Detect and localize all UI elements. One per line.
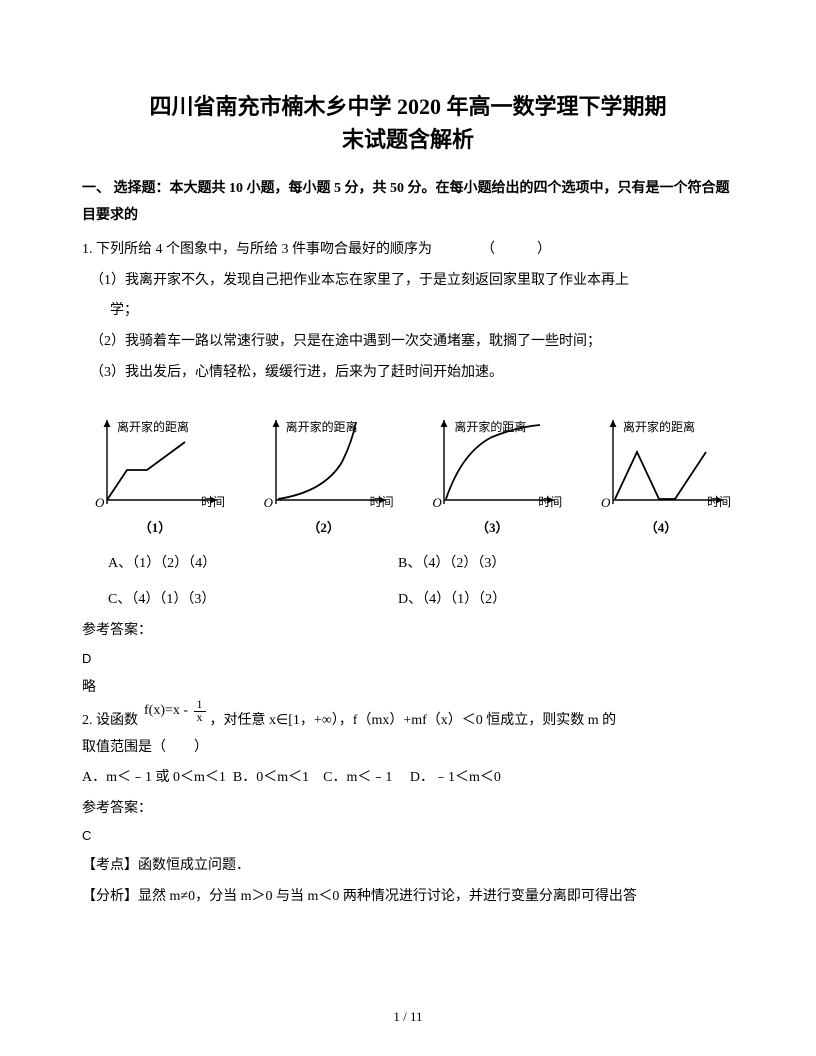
graph-1-origin: O [95,491,104,516]
q2-answer-label: 参考答案： [82,796,734,823]
q2-pre: 2. 设函数 [82,708,138,735]
q2-fx-lhs: f(x)=x - [144,703,188,718]
q1-opt-b: B、（4）（2）（3） [398,551,734,578]
graph-4: 离开家的距离 时间 O （4） [582,412,740,541]
title-line-2: 末试题含解析 [342,127,474,152]
graph-3-xlabel: 时间 [538,491,562,514]
q1-answer-label: 参考答案： [82,618,734,645]
q1-answer: D [82,647,734,672]
q1-sub1: （1）我离开家不久，发现自己把作业本忘在家里了，于是立刻返回家里取了作业本再上 [82,268,734,295]
q2-kaodian: 【考点】函数恒成立问题． [82,853,734,880]
q1-opt-a: A、（1）（2）（4） [108,551,398,578]
graph-4-xlabel: 时间 [707,491,731,514]
q2-fx: f(x)=x - 1 x [144,698,208,725]
graph-2-origin: O [264,491,273,516]
q2-frac-den: x [194,710,206,724]
q1-sub2: （2）我骑着车一路以常速行驶，只是在途中遇到一次交通堵塞，耽搁了一些时间； [82,329,734,356]
graph-2: 离开家的距离 时间 O （2） [245,412,403,541]
q1-options-row1: A、（1）（2）（4） B、（4）（2）（3） [82,551,734,578]
title-line-1: 四川省南充市楠木乡中学 2020 年高一数学理下学期期 [149,94,666,119]
graph-2-caption: （2） [307,516,340,541]
graph-3-origin: O [432,491,441,516]
section-1-heading: 一、 选择题：本大题共 10 小题，每小题 5 分，共 50 分。在每小题给出的… [82,176,734,229]
graph-4-ylabel: 离开家的距离 [623,416,695,439]
graph-3-ylabel: 离开家的距离 [454,416,526,439]
q2-post: ，对任意 x∈[1，+∞），f（mx）+mf（x）＜0 恒成立，则实数 m 的 [210,708,617,735]
graph-2-xlabel: 时间 [370,491,394,514]
q2-fraction: 1 x [194,698,206,723]
graph-1-caption: （1） [139,516,172,541]
graph-2-ylabel: 离开家的距离 [286,416,358,439]
q2-opt-b: B．0＜m＜1 [233,770,309,785]
q1-sub3: （3）我出发后，心情轻松，缓缓行进，后来为了赶时间开始加速。 [82,360,734,387]
page-number: 1 / 11 [0,1005,816,1030]
graph-4-origin: O [601,491,610,516]
q2-line2: 取值范围是（ ） [82,735,734,762]
q1-graphs: 离开家的距离 时间 O （1） 离开家的距离 时间 O （2） [76,412,740,541]
q2-answer: C [82,824,734,849]
q2-stem: 2. 设函数 f(x)=x - 1 x ，对任意 x∈[1，+∞），f（mx）+… [82,708,734,735]
q2-opt-c: C．m＜﹣1 [323,770,392,785]
graph-3-caption: （3） [476,516,509,541]
q2-opt-a: A．m＜﹣1 或 0＜m＜1 [82,770,226,785]
q1-options-row2: C、（4）（1）（3） D、（4）（1）（2） [82,587,734,614]
q1-stem: 1. 下列所给 4 个图象中，与所给 3 件事吻合最好的顺序为 （ ） [82,237,734,264]
graph-1: 离开家的距离 时间 O （1） [76,412,234,541]
graph-3: 离开家的距离 时间 O （3） [413,412,571,541]
graph-4-caption: （4） [645,516,678,541]
q1-opt-d: D、（4）（1）（2） [398,587,734,614]
q2-fenxi: 【分析】显然 m≠0，分当 m＞0 与当 m＜0 两种情况进行讨论，并进行变量分… [82,884,734,911]
q2-options: A．m＜﹣1 或 0＜m＜1 B．0＜m＜1 C．m＜﹣1 D．﹣1＜m＜0 [82,765,734,792]
q1-sub1b: 学； [82,298,734,325]
graph-1-xlabel: 时间 [201,491,225,514]
page-title: 四川省南充市楠木乡中学 2020 年高一数学理下学期期 末试题含解析 [82,90,734,156]
q1-opt-c: C、（4）（1）（3） [108,587,398,614]
graph-1-ylabel: 离开家的距离 [117,416,189,439]
q2-opt-d: D．﹣1＜m＜0 [410,770,501,785]
